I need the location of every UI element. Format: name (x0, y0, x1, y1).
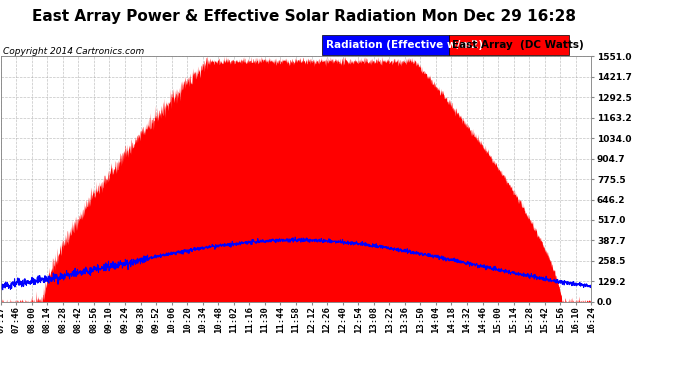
Text: East Array  (DC Watts): East Array (DC Watts) (452, 40, 584, 50)
Text: Copyright 2014 Cartronics.com: Copyright 2014 Cartronics.com (3, 47, 145, 56)
Text: East Array Power & Effective Solar Radiation Mon Dec 29 16:28: East Array Power & Effective Solar Radia… (32, 9, 575, 24)
Text: Radiation (Effective w/m2): Radiation (Effective w/m2) (326, 40, 483, 50)
